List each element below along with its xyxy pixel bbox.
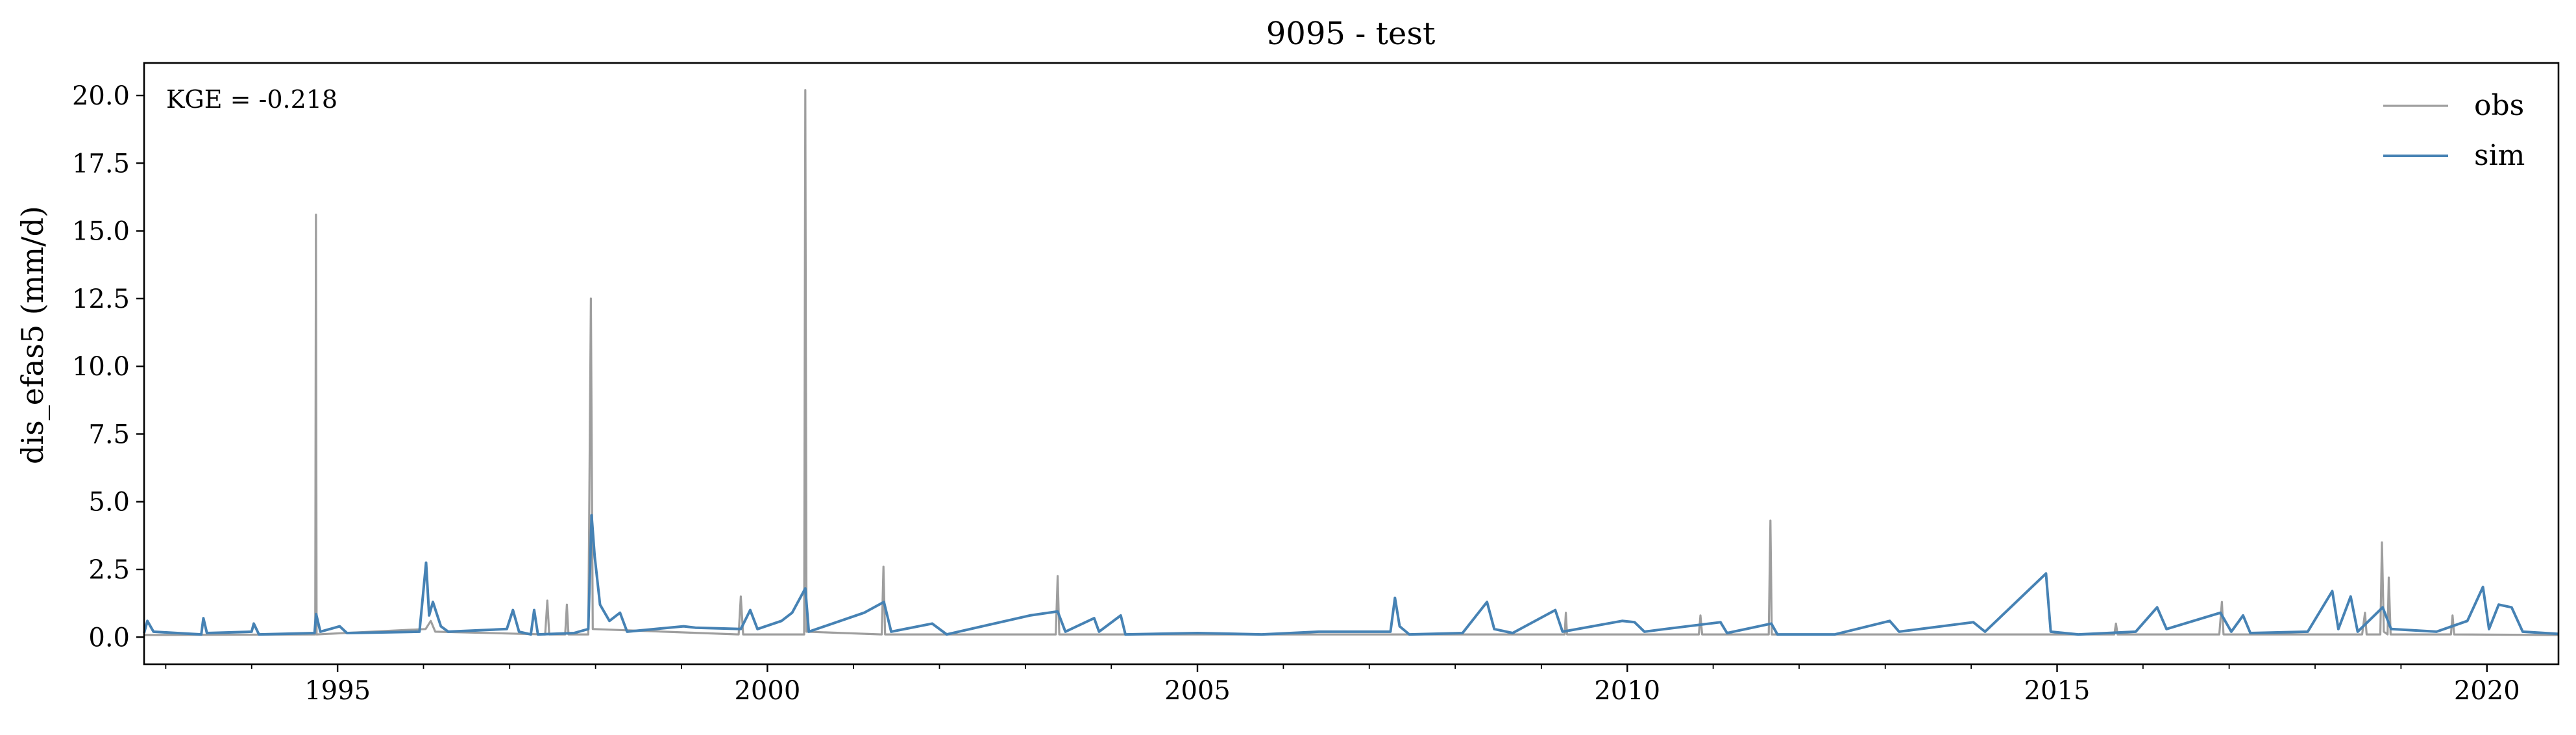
y-tick-label: 5.0 (88, 488, 130, 517)
y-tick-label: 7.5 (88, 419, 130, 449)
plot-area (143, 89, 2559, 636)
y-axis-label: dis_efas5 (mm/d) (15, 206, 50, 464)
legend-sim-label: sim (2474, 139, 2525, 172)
plot-frame (143, 62, 2560, 666)
x-tick-label: 2000 (734, 676, 800, 706)
x-axis-major-ticks: 1995 2000 2005 2010 2015 2020 (304, 664, 2520, 706)
y-tick-label: 0.0 (88, 623, 130, 653)
legend-obs-label: obs (2474, 89, 2524, 122)
y-tick-label: 20.0 (72, 81, 130, 111)
chart-title: 9095 - test (1266, 16, 1436, 52)
y-tick-label: 10.0 (72, 352, 130, 382)
y-tick-label: 15.0 (72, 217, 130, 247)
x-tick-label: 2005 (1164, 676, 1231, 706)
kge-annotation: KGE = -0.218 (166, 85, 337, 114)
x-tick-label: 2015 (2024, 676, 2091, 706)
y-tick-label: 12.5 (72, 284, 130, 314)
x-tick-label: 2010 (1594, 676, 1660, 706)
y-axis-ticks: 0.0 2.5 5.0 7.5 10.0 12.5 15.0 17.5 20.0 (72, 81, 144, 653)
x-tick-label: 1995 (304, 676, 371, 706)
legend: obs sim (2383, 89, 2525, 172)
y-tick-label: 2.5 (88, 555, 130, 585)
series-sim-line (143, 514, 2559, 636)
x-tick-label: 2020 (2454, 676, 2520, 706)
y-tick-label: 17.5 (72, 149, 130, 179)
